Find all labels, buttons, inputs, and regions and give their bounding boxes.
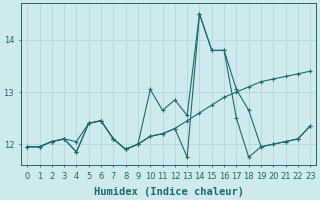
X-axis label: Humidex (Indice chaleur): Humidex (Indice chaleur) [94, 186, 244, 197]
